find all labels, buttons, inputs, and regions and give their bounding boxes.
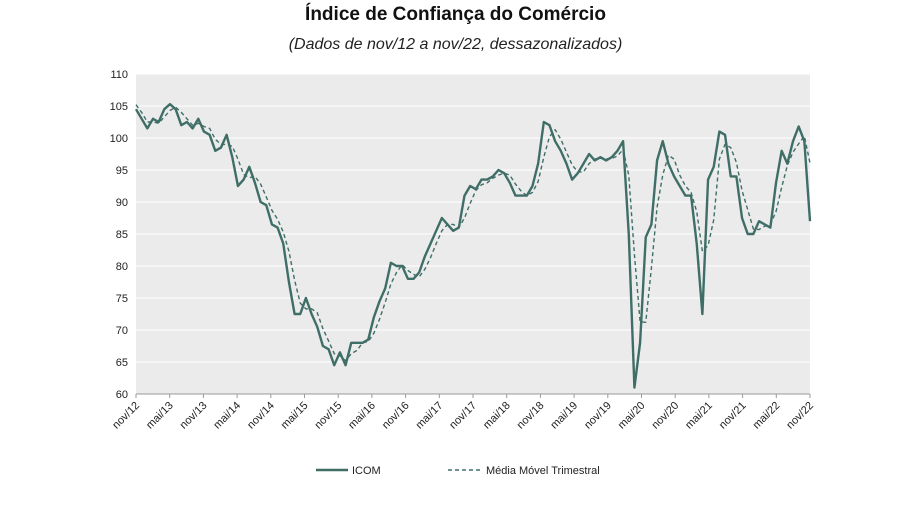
- y-axis: 60 65 70 75 80 85 90 95 100 105 110: [110, 69, 128, 401]
- x-tick-label: mai/17: [414, 400, 446, 432]
- x-tick-label: nov/22: [784, 400, 816, 432]
- y-tick-label: 80: [116, 261, 128, 273]
- x-axis: nov/12 mai/13 nov/13 mai/14 nov/14 mai/15 nov/…: [110, 394, 816, 431]
- series-layer: [134, 102, 812, 389]
- y-tick-label: 75: [116, 293, 128, 305]
- x-tick-label: mai/16: [346, 400, 378, 432]
- y-tick-label: 100: [110, 133, 128, 145]
- x-tick-label: mai/21: [683, 400, 715, 432]
- y-tick-label: 110: [110, 69, 128, 81]
- chart-title: Índice de Confiança do Comércio: [305, 4, 606, 25]
- x-tick-label: mai/22: [751, 400, 783, 432]
- x-tick-label: mai/20: [616, 400, 648, 432]
- x-tick-label: nov/20: [649, 400, 681, 432]
- x-tick-label: nov/17: [447, 400, 479, 432]
- y-tick-label: 85: [116, 229, 128, 241]
- y-tick-label: 60: [116, 389, 128, 401]
- y-tick-label: 95: [116, 165, 128, 177]
- legend-label-icom: ICOM: [352, 465, 381, 477]
- x-tick-label: nov/18: [515, 400, 547, 432]
- y-tick-label: 105: [110, 101, 128, 113]
- x-tick-label: nov/21: [717, 400, 749, 432]
- y-tick-label: 65: [116, 357, 128, 369]
- chart-subtitle: (Dados de nov/12 a nov/22, dessazonaliza…: [288, 36, 623, 53]
- series-media-movel-trimestral: [135, 104, 811, 362]
- legend-label-media-movel: Média Móvel Trimestral: [486, 465, 600, 477]
- x-tick-label: mai/15: [279, 400, 311, 432]
- series-icom: [134, 102, 812, 389]
- y-tick-label: 70: [116, 325, 128, 337]
- x-tick-label: mai/19: [548, 400, 580, 432]
- x-tick-label: nov/16: [380, 400, 412, 432]
- x-tick-label: mai/18: [481, 400, 513, 432]
- x-tick-label: nov/12: [110, 400, 142, 432]
- y-tick-label: 90: [116, 197, 128, 209]
- x-tick-label: nov/19: [582, 400, 614, 432]
- x-tick-label: nov/13: [178, 400, 210, 432]
- x-tick-label: mai/13: [144, 400, 176, 432]
- x-tick-label: nov/15: [312, 400, 344, 432]
- x-tick-label: nov/14: [245, 400, 277, 432]
- x-tick-label: mai/14: [211, 400, 243, 432]
- legend: ICOM Média Móvel Trimestral: [316, 465, 600, 477]
